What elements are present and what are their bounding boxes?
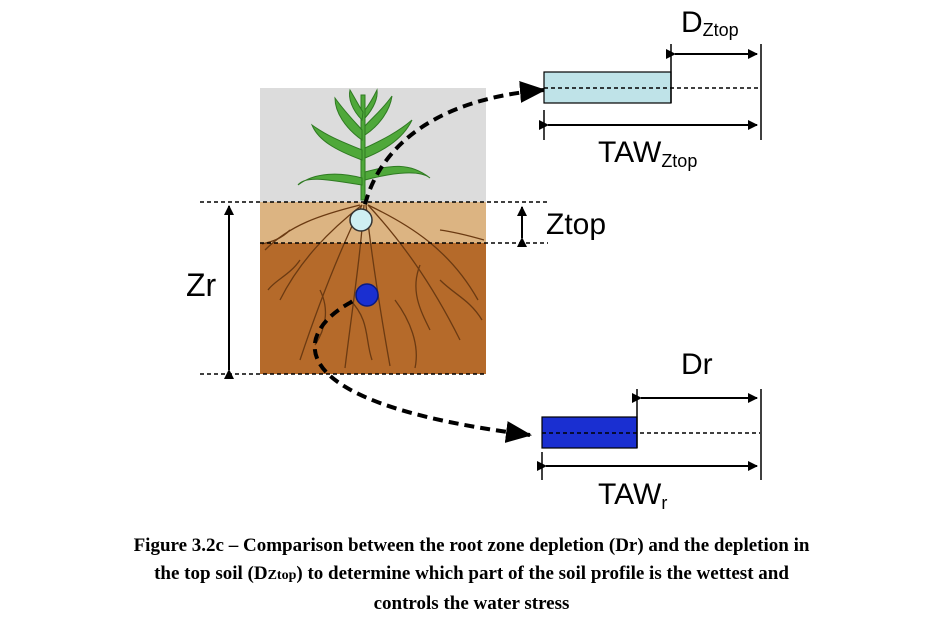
ztop-label: Ztop [546,208,606,241]
d-ztop-label: DZtop [681,6,739,40]
depletion-diagram: Zr Ztop DZtop TAWZtop Dr TAWr [186,6,762,513]
plant-roots [261,204,485,369]
caption-line-1: Figure 3.2c – Comparison between the roo… [133,535,810,556]
soil-profile [260,88,486,374]
figure-caption: Figure 3.2c – Comparison between the roo… [0,532,943,618]
zr-label: Zr [186,267,217,303]
taw-ztop-label: TAWZtop [598,136,697,171]
root-zone-link-arrow [312,293,532,443]
caption-line-2: the top soil (DZtop) to determine which … [154,563,789,584]
top-soil-bulb [349,208,373,232]
topsoil-layer [260,202,486,243]
root-zone-depletion-bar-group: Dr TAWr [537,348,762,513]
top-soil-depletion-bar-group: DZtop TAWZtop [539,6,762,171]
top-soil-link-arrow [360,80,546,221]
dr-label: Dr [681,348,713,381]
taw-r-label: TAWr [598,478,667,513]
root-zone-bulb [355,283,379,307]
caption-line-3: controls the water stress [373,593,570,614]
layer-boundaries [200,201,548,375]
